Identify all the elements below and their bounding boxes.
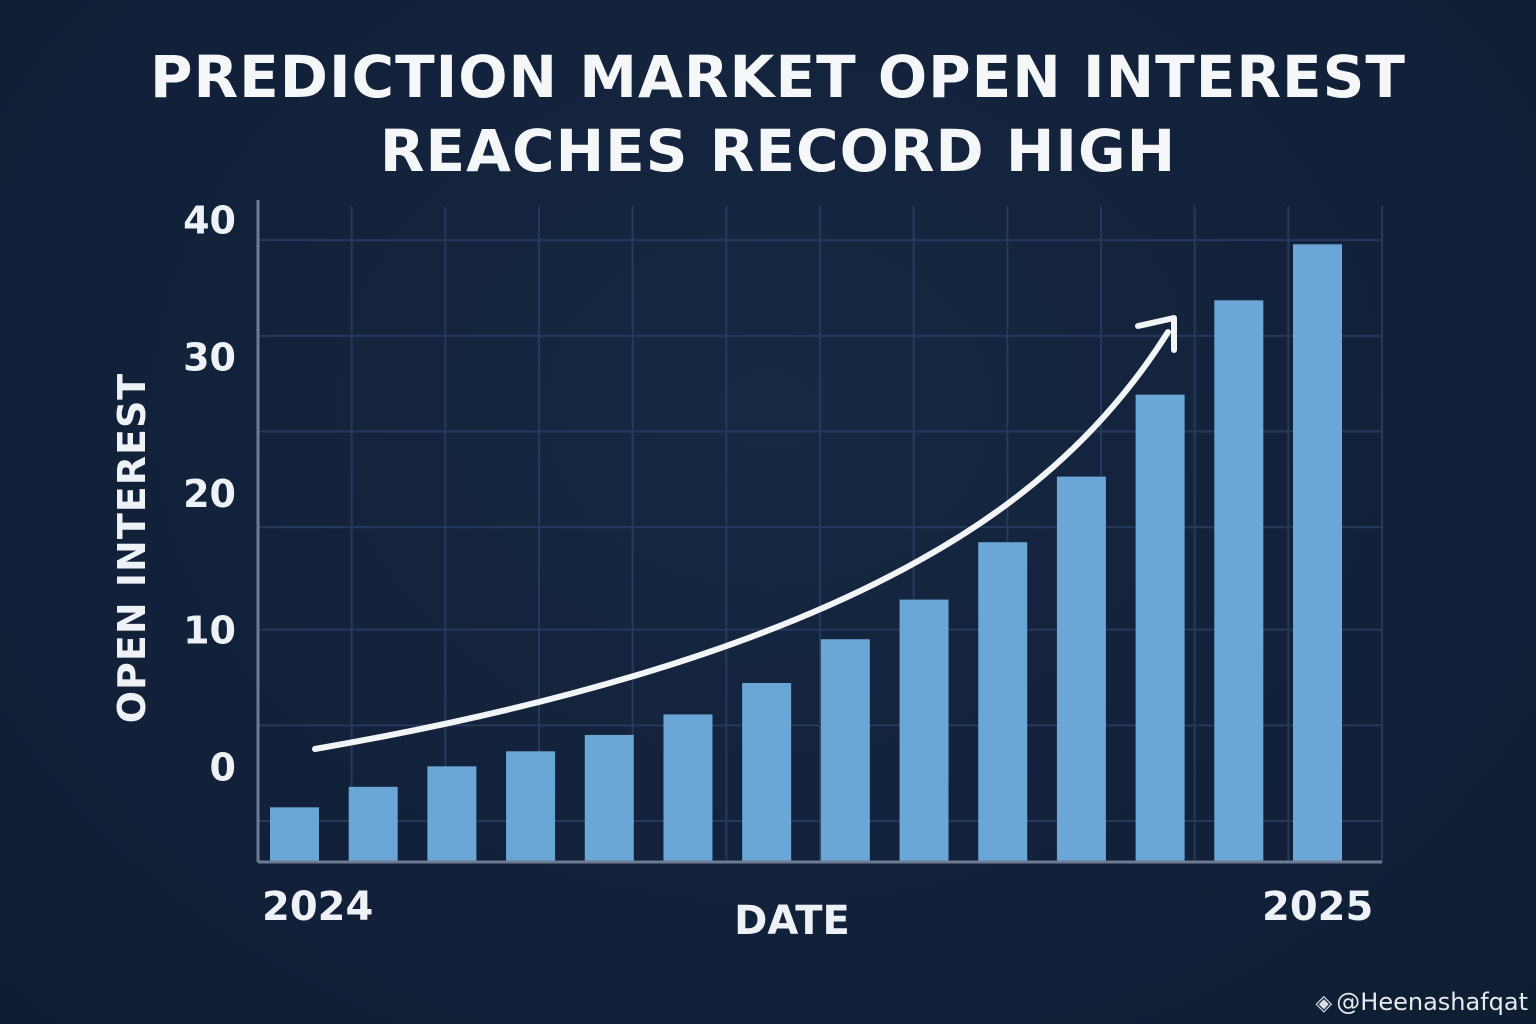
bar xyxy=(270,807,319,862)
y-axis-label: OPEN INTEREST xyxy=(110,372,154,724)
bar xyxy=(1293,244,1342,862)
bar xyxy=(820,639,870,862)
bar xyxy=(584,734,634,862)
bar xyxy=(978,542,1028,862)
x-tick-label-end: 2025 xyxy=(1262,884,1374,930)
x-tick-label-start: 2024 xyxy=(262,884,374,930)
bar xyxy=(899,599,949,862)
watermark: ◈ @Heenashafqat xyxy=(1315,988,1528,1016)
axes xyxy=(256,200,1382,864)
watermark-text: @Heenashafqat xyxy=(1336,988,1528,1016)
bar xyxy=(1214,300,1264,862)
chart-title-line-1: PREDICTION MARKET OPEN INTEREST xyxy=(150,43,1406,111)
y-tick-label: 20 xyxy=(183,472,236,516)
y-tick-label: 10 xyxy=(183,609,236,653)
bars xyxy=(270,244,1342,862)
bar xyxy=(1135,394,1185,862)
trend-arrow xyxy=(312,315,1177,752)
chart-title: PREDICTION MARKET OPEN INTEREST REACHES … xyxy=(0,40,1536,188)
x-axis-label: DATE xyxy=(734,898,850,944)
bar xyxy=(506,751,556,862)
trend-arrow-head xyxy=(1135,315,1177,353)
y-tick-label: 40 xyxy=(183,199,236,243)
trend-arrow-line xyxy=(312,329,1171,752)
bar xyxy=(1056,476,1106,862)
grid-lines xyxy=(258,206,1383,862)
y-tick-label: 30 xyxy=(183,335,236,379)
bar xyxy=(742,682,792,862)
y-tick-label: 0 xyxy=(210,745,236,789)
bar xyxy=(663,714,713,862)
bar xyxy=(427,766,477,862)
chart-title-line-2: REACHES RECORD HIGH xyxy=(379,117,1177,185)
bar xyxy=(348,786,398,862)
binance-diamond-icon: ◈ xyxy=(1315,991,1333,1016)
y-tick-labels: 0 10 20 30 40 xyxy=(183,199,236,790)
